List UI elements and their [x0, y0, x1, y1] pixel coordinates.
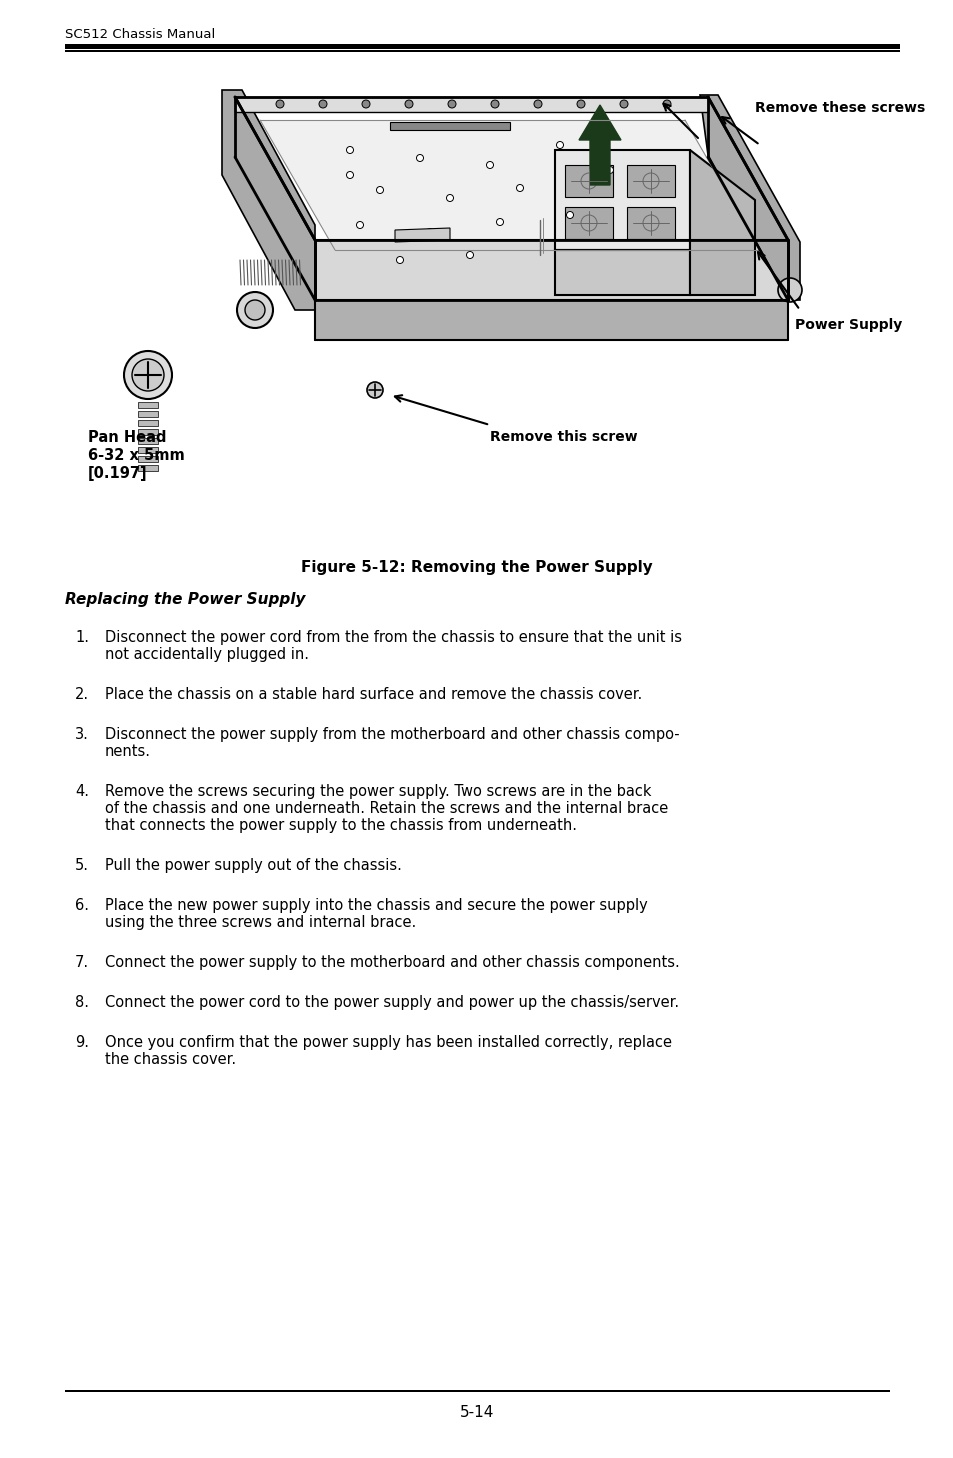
- Text: 7.: 7.: [75, 955, 89, 970]
- Text: 6-32 x 5mm: 6-32 x 5mm: [88, 448, 185, 464]
- Bar: [138, 420, 158, 426]
- Text: Disconnect the power cord from the from the chassis to ensure that the unit is: Disconnect the power cord from the from …: [105, 630, 681, 644]
- Text: 5-14: 5-14: [459, 1406, 494, 1420]
- Circle shape: [124, 351, 172, 399]
- Polygon shape: [555, 150, 689, 249]
- Circle shape: [245, 300, 265, 319]
- Bar: [564, 165, 613, 197]
- Circle shape: [275, 101, 284, 108]
- Text: 9.: 9.: [75, 1035, 89, 1050]
- Text: Connect the power cord to the power supply and power up the chassis/server.: Connect the power cord to the power supp…: [105, 994, 679, 1010]
- Text: not accidentally plugged in.: not accidentally plugged in.: [105, 647, 309, 662]
- Text: 3.: 3.: [75, 728, 89, 742]
- Circle shape: [516, 185, 523, 191]
- Text: Remove these screws: Remove these screws: [754, 101, 924, 115]
- Circle shape: [236, 292, 273, 328]
- Bar: [65, 50, 899, 51]
- Polygon shape: [395, 227, 450, 242]
- Circle shape: [396, 257, 403, 264]
- Circle shape: [367, 382, 382, 398]
- Bar: [138, 448, 158, 453]
- Text: Remove this screw: Remove this screw: [490, 430, 637, 445]
- Text: Remove the screws securing the power supply. Two screws are in the back: Remove the screws securing the power sup…: [105, 784, 651, 799]
- Text: Power Supply: Power Supply: [794, 318, 902, 332]
- Circle shape: [356, 222, 363, 229]
- Text: 4.: 4.: [75, 784, 89, 799]
- Circle shape: [376, 187, 383, 194]
- Bar: [138, 465, 158, 471]
- Polygon shape: [314, 300, 787, 340]
- Text: 2.: 2.: [75, 687, 89, 701]
- Text: nents.: nents.: [105, 744, 151, 760]
- Text: 1.: 1.: [75, 630, 89, 644]
- Bar: [65, 44, 899, 50]
- Text: SC512 Chassis Manual: SC512 Chassis Manual: [65, 28, 215, 41]
- Text: Connect the power supply to the motherboard and other chassis components.: Connect the power supply to the motherbo…: [105, 955, 679, 970]
- Circle shape: [132, 359, 164, 391]
- Text: Place the chassis on a stable hard surface and remove the chassis cover.: Place the chassis on a stable hard surfa…: [105, 687, 641, 701]
- Polygon shape: [222, 90, 314, 311]
- Bar: [138, 402, 158, 408]
- Polygon shape: [555, 249, 689, 295]
- Text: that connects the power supply to the chassis from underneath.: that connects the power supply to the ch…: [105, 818, 577, 833]
- Circle shape: [446, 194, 453, 201]
- Text: using the three screws and internal brace.: using the three screws and internal brac…: [105, 916, 416, 930]
- Circle shape: [346, 146, 354, 153]
- Bar: [138, 437, 158, 445]
- Polygon shape: [707, 98, 787, 300]
- Text: Place the new power supply into the chassis and secure the power supply: Place the new power supply into the chas…: [105, 898, 647, 913]
- Circle shape: [496, 219, 503, 226]
- Text: 5.: 5.: [75, 857, 89, 873]
- Circle shape: [466, 251, 473, 258]
- Bar: [138, 429, 158, 434]
- Circle shape: [556, 141, 563, 149]
- Circle shape: [662, 101, 670, 108]
- Bar: [65, 1389, 889, 1391]
- Text: Replacing the Power Supply: Replacing the Power Supply: [65, 592, 305, 607]
- Bar: [138, 411, 158, 417]
- Circle shape: [486, 162, 493, 169]
- Polygon shape: [234, 98, 314, 300]
- Circle shape: [361, 101, 370, 108]
- Polygon shape: [234, 98, 707, 112]
- Bar: [390, 122, 510, 130]
- Circle shape: [534, 101, 541, 108]
- Text: Disconnect the power supply from the motherboard and other chassis compo-: Disconnect the power supply from the mot…: [105, 728, 679, 742]
- FancyArrow shape: [578, 105, 620, 185]
- Text: Pan Head: Pan Head: [88, 430, 167, 445]
- Circle shape: [416, 155, 423, 162]
- Text: the chassis cover.: the chassis cover.: [105, 1053, 236, 1067]
- Circle shape: [606, 166, 613, 174]
- Text: 8.: 8.: [75, 994, 89, 1010]
- Text: [0.197]: [0.197]: [88, 467, 148, 481]
- Circle shape: [619, 101, 627, 108]
- Circle shape: [318, 101, 327, 108]
- Polygon shape: [260, 120, 760, 249]
- Polygon shape: [314, 241, 787, 300]
- Polygon shape: [700, 95, 800, 300]
- Circle shape: [778, 278, 801, 302]
- Bar: [564, 207, 613, 239]
- Bar: [626, 165, 675, 197]
- Text: Pull the power supply out of the chassis.: Pull the power supply out of the chassis…: [105, 857, 401, 873]
- Circle shape: [566, 211, 573, 219]
- Text: 6.: 6.: [75, 898, 89, 913]
- Circle shape: [405, 101, 413, 108]
- Text: of the chassis and one underneath. Retain the screws and the internal brace: of the chassis and one underneath. Retai…: [105, 800, 667, 816]
- Text: Figure 5-12: Removing the Power Supply: Figure 5-12: Removing the Power Supply: [301, 560, 652, 574]
- Circle shape: [491, 101, 498, 108]
- Text: Once you confirm that the power supply has been installed correctly, replace: Once you confirm that the power supply h…: [105, 1035, 671, 1050]
- Circle shape: [426, 229, 433, 236]
- Polygon shape: [689, 150, 754, 295]
- Circle shape: [577, 101, 584, 108]
- Polygon shape: [234, 98, 707, 112]
- Circle shape: [448, 101, 456, 108]
- Bar: [626, 207, 675, 239]
- Circle shape: [346, 172, 354, 178]
- Bar: [138, 456, 158, 462]
